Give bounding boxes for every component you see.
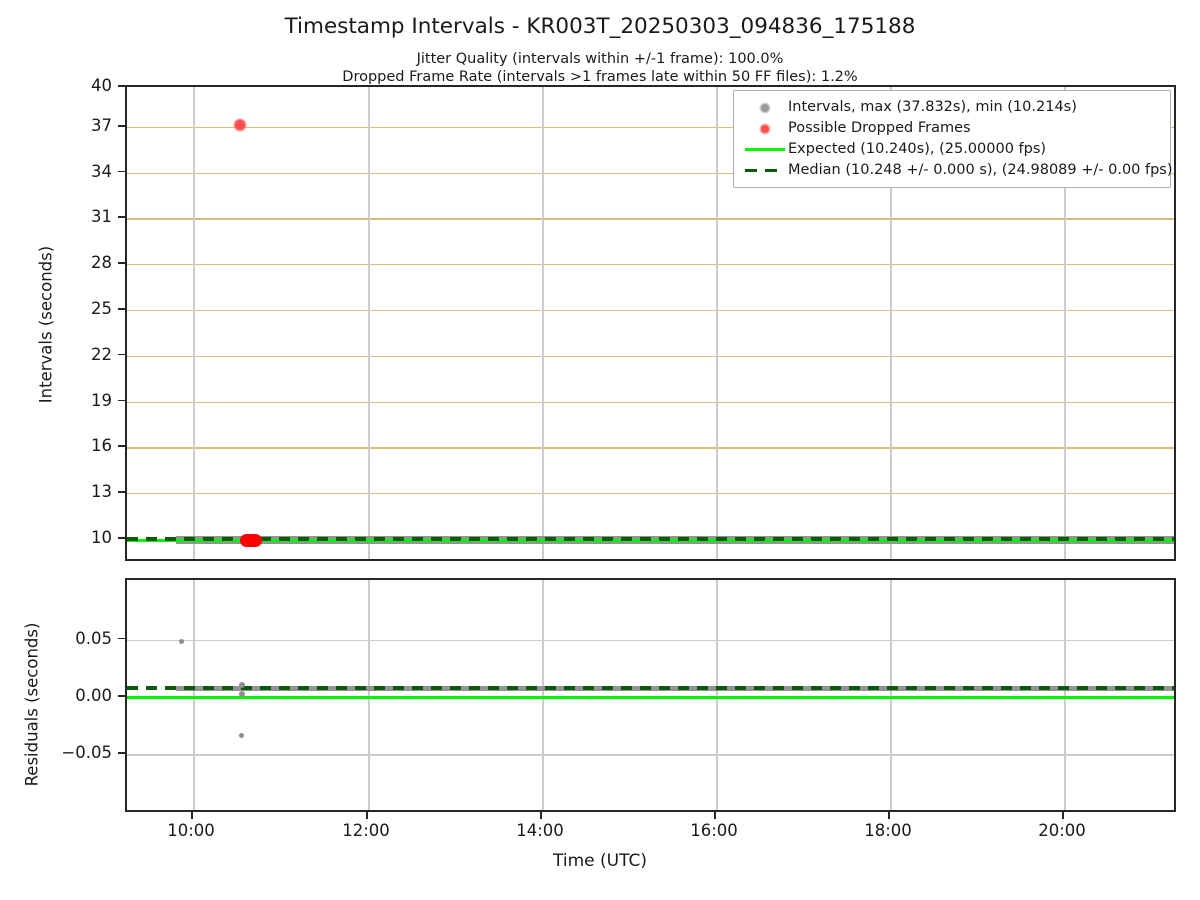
xtick-mark-1200	[366, 812, 368, 819]
gridline-y-31	[127, 218, 1174, 220]
ytick-mark-28	[118, 262, 125, 264]
gridline-y-34	[127, 172, 1174, 174]
page-title: Timestamp Intervals - KR003T_20250303_09…	[284, 14, 916, 39]
ytick-label-22: 22	[91, 344, 112, 364]
ytick-mark-37	[118, 124, 125, 127]
ytick-label-25: 25	[91, 298, 112, 318]
series-expected-line-residuals	[127, 695, 1174, 699]
ytick-mark-40	[118, 85, 125, 87]
ytick-label-16: 16	[91, 436, 112, 456]
gridline-x-1400	[542, 87, 544, 559]
x-axis-label: Time (UTC)	[553, 851, 647, 871]
gridline-y-16	[127, 447, 1174, 449]
xtick-label-1800: 18:00	[864, 821, 912, 840]
legend-label-expected: Expected (10.240s), (25.00000 fps)	[788, 141, 1047, 157]
ytick-mark-25	[118, 307, 125, 310]
legend-marker-intervals-dot-icon	[742, 97, 788, 118]
residual-point-high	[179, 638, 184, 644]
ytick-mark-10	[118, 536, 125, 539]
ytick-mark-22	[118, 353, 125, 356]
ytick-mark-res-neg0p05	[118, 752, 125, 755]
ytick-label-13: 13	[91, 482, 112, 501]
ytick-label-28: 28	[91, 253, 112, 273]
xtick-mark-1800	[888, 812, 890, 819]
gridline-res-0p05	[127, 639, 1174, 641]
xtick-mark-1400	[540, 812, 542, 819]
gridline-y-25	[127, 309, 1174, 312]
xtick-label-1200: 12:00	[342, 821, 390, 840]
legend-item-intervals: Intervals, max (37.832s), min (10.214s)	[742, 97, 1162, 118]
gridline-x-1600	[716, 87, 718, 559]
gridline-x-1800	[890, 87, 892, 559]
xtick-label-2000: 20:00	[1038, 821, 1086, 840]
legend-item-dropped-frames: Possible Dropped Frames	[742, 118, 1162, 139]
legend-label-median: Median (10.248 +/- 0.000 s), (24.98089 +…	[788, 162, 1173, 178]
ytick-mark-31	[118, 216, 125, 219]
xtick-mark-1000	[191, 812, 193, 819]
chart-legend: Intervals, max (37.832s), min (10.214s) …	[733, 90, 1173, 188]
gridline-res-x-2000	[1064, 580, 1066, 810]
ytick-mark-res-0p00	[118, 695, 125, 697]
plot-residuals	[125, 578, 1176, 812]
gridline-y-19	[127, 401, 1174, 403]
ytick-mark-13	[118, 491, 125, 493]
gridline-x-1000	[193, 87, 195, 559]
ytick-mark-34	[118, 170, 125, 173]
ytick-label-34: 34	[91, 161, 112, 181]
ytick-label-40: 40	[91, 76, 112, 95]
residual-point-low	[239, 733, 244, 738]
gridline-y-13	[127, 493, 1174, 495]
residual-point-mid-2	[239, 691, 245, 697]
ytick-label-res-0p00: 0.00	[75, 686, 112, 705]
dropped-frames-cluster	[240, 534, 262, 547]
gridline-x-2000	[1064, 87, 1066, 559]
xtick-mark-2000	[1062, 812, 1064, 819]
ytick-label-31: 31	[91, 207, 112, 227]
gridline-res-x-1600	[716, 580, 718, 810]
xtick-mark-1600	[714, 812, 716, 819]
xtick-label-1000: 10:00	[167, 821, 215, 840]
chart-subtitle-dropped-frame-rate: Dropped Frame Rate (intervals >1 frames …	[342, 69, 858, 85]
legend-label-dropped-frames: Possible Dropped Frames	[788, 120, 971, 136]
residual-point-mid	[239, 682, 245, 688]
dropped-frame-outlier-point	[235, 120, 245, 130]
chart-subtitle-jitter-quality: Jitter Quality (intervals within +/-1 fr…	[416, 51, 784, 67]
gridline-res-x-1000	[193, 580, 195, 810]
ytick-label-37: 37	[91, 115, 112, 135]
gridline-res-x-1800	[890, 580, 892, 810]
ytick-mark-res-0p05	[118, 637, 125, 640]
ytick-mark-16	[118, 445, 125, 447]
gridline-res-neg0p05	[127, 754, 1174, 756]
gridline-res-x-1200	[368, 580, 370, 810]
ytick-label-res-0p05: 0.05	[75, 628, 112, 648]
legend-item-median: Median (10.248 +/- 0.000 s), (24.98089 +…	[742, 160, 1173, 181]
legend-item-expected: Expected (10.240s), (25.00000 fps)	[742, 139, 1162, 160]
legend-marker-expected-line-icon	[742, 139, 788, 160]
xtick-label-1400: 14:00	[516, 821, 564, 840]
legend-marker-median-dash-icon	[742, 160, 788, 181]
ytick-label-10: 10	[91, 527, 112, 547]
gridline-x-1200	[368, 87, 370, 559]
ytick-label-19: 19	[91, 390, 112, 410]
gridline-y-37	[127, 126, 1174, 129]
legend-label-intervals: Intervals, max (37.832s), min (10.214s)	[788, 99, 1077, 115]
gridline-res-x-1400	[542, 580, 544, 810]
ytick-mark-19	[118, 399, 125, 402]
series-median-line	[127, 537, 1174, 541]
xtick-label-1600: 16:00	[690, 821, 738, 840]
gridline-y-22	[127, 355, 1174, 358]
legend-marker-dropped-dot-icon	[742, 118, 788, 139]
gridline-y-28	[127, 264, 1174, 266]
series-median-line-residuals	[127, 686, 1174, 690]
ytick-label-res-neg0p05: −0.05	[61, 743, 112, 763]
